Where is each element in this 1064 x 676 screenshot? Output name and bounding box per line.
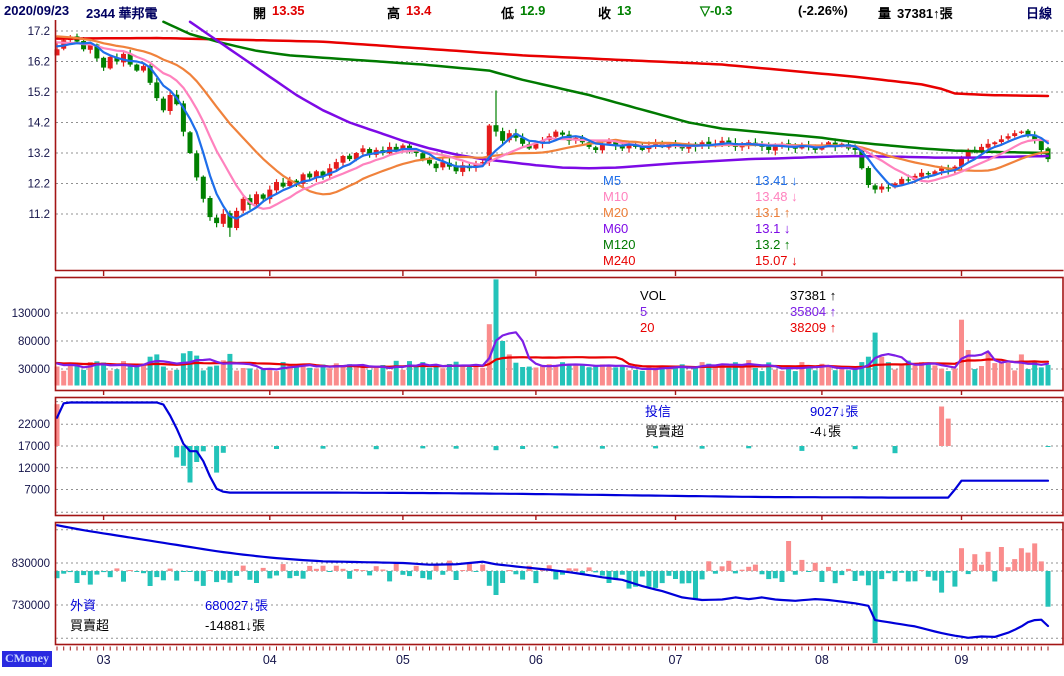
ma240-value: 15.07 ↓ xyxy=(755,253,798,268)
ma-legend-row: M60 13.1 ↓ xyxy=(603,221,790,236)
date-label: 2020/09/23 xyxy=(4,3,70,18)
trust-holdings-value: 9027↓張 xyxy=(810,404,859,419)
open-label: 開 xyxy=(253,6,267,21)
svg-text:05: 05 xyxy=(396,653,410,667)
trust-netbuy-label: 買賣超 xyxy=(645,424,685,439)
svg-text:12.2: 12.2 xyxy=(28,179,50,191)
vol-legend-row: 20 38209 ↑ xyxy=(640,320,836,335)
svg-text:17000: 17000 xyxy=(18,441,50,453)
ma60-label: M60 xyxy=(603,221,629,236)
close-label: 收 xyxy=(598,6,612,21)
foreign-panel: 830000 730000 xyxy=(12,521,1064,646)
svg-text:15.2: 15.2 xyxy=(28,87,50,99)
foreign-name: 外資 xyxy=(70,598,97,613)
vol-ma5-label: 5 xyxy=(640,304,648,319)
svg-text:30000: 30000 xyxy=(18,364,50,376)
svg-text:16.2: 16.2 xyxy=(28,57,50,69)
svg-text:7000: 7000 xyxy=(24,485,50,497)
ma10-label: M10 xyxy=(603,189,629,204)
foreign-netbuy-value: -14881↓張 xyxy=(205,618,265,633)
ma5-value: 13.41 ↓ xyxy=(755,173,798,188)
vol-ma20-label: 20 xyxy=(640,320,655,335)
volume-value: 37381↑張 xyxy=(897,6,953,21)
date-axis: 03 04 05 06 07 08 09 xyxy=(56,646,1049,667)
svg-text:80000: 80000 xyxy=(18,336,50,348)
trust-netbuy-value: -4↓張 xyxy=(810,424,842,439)
foreign-legend-row: 買賣超 -14881↓張 xyxy=(70,618,265,633)
trust-panel: 22000 17000 12000 7000 xyxy=(18,396,1064,520)
ma20-label: M20 xyxy=(603,205,629,220)
svg-text:730000: 730000 xyxy=(12,600,50,612)
high-value: 13.4 xyxy=(406,3,432,18)
foreign-holdings-value: 680027↓張 xyxy=(205,598,268,613)
stock-name: 2344 華邦電 xyxy=(86,6,158,21)
svg-text:04: 04 xyxy=(263,653,277,667)
price-panel: 17.2 16.2 15.2 14.2 13.2 12.2 11.2 xyxy=(28,20,1064,276)
svg-text:12000: 12000 xyxy=(18,463,50,475)
svg-text:130000: 130000 xyxy=(12,308,50,320)
ma240-label: M240 xyxy=(603,253,636,268)
period-selector[interactable]: 日線 xyxy=(1026,6,1053,21)
ma-legend-row: M5 13.41 ↓ xyxy=(603,173,798,188)
vol-legend-row: VOL 37381 ↑ xyxy=(640,288,836,303)
vol-value: 37381 ↑ xyxy=(790,288,837,303)
volume-label: 量 xyxy=(878,6,892,21)
ma-legend-row: M120 13.2 ↑ xyxy=(603,237,790,252)
trust-legend-row: 投信 9027↓張 xyxy=(645,404,858,419)
cmoney-logo[interactable]: CMoney xyxy=(2,651,52,667)
change-pct: (-2.26%) xyxy=(798,3,848,18)
svg-text:08: 08 xyxy=(815,653,829,667)
vol-ma20-value: 38209 ↑ xyxy=(790,320,837,335)
close-value: 13 xyxy=(617,3,632,18)
svg-text:17.2: 17.2 xyxy=(28,26,50,38)
ma-legend-row: M240 15.07 ↓ xyxy=(603,253,798,268)
svg-text:13.2: 13.2 xyxy=(28,148,50,160)
svg-text:22000: 22000 xyxy=(18,419,50,431)
svg-text:03: 03 xyxy=(97,653,111,667)
svg-text:06: 06 xyxy=(529,653,543,667)
foreign-legend-row: 外資 680027↓張 xyxy=(70,598,268,613)
ma60-value: 13.1 ↓ xyxy=(755,221,791,236)
low-value: 12.9 xyxy=(520,3,546,18)
volume-panel: 130000 80000 30000 xyxy=(12,276,1064,395)
vol-ma5-value: 35804 ↑ xyxy=(790,304,837,319)
svg-text:11.2: 11.2 xyxy=(28,209,50,221)
ma5-label: M5 xyxy=(603,173,622,188)
ma-legend-row: M10 13.48 ↓ xyxy=(603,189,798,204)
foreign-netbuy-label: 買賣超 xyxy=(70,618,110,633)
low-label: 低 xyxy=(501,6,515,21)
vol-legend-row: 5 35804 ↑ xyxy=(640,304,836,319)
trust-legend-row: 買賣超 -4↓張 xyxy=(645,424,841,439)
ma120-label: M120 xyxy=(603,237,636,252)
ma20-value: 13.1 ↑ xyxy=(755,205,791,220)
ma120-value: 13.2 ↑ xyxy=(755,237,791,252)
svg-text:09: 09 xyxy=(955,653,969,667)
open-value: 13.35 xyxy=(272,3,305,18)
change-value: ▽-0.3 xyxy=(700,3,733,18)
trust-name: 投信 xyxy=(645,404,672,419)
svg-text:14.2: 14.2 xyxy=(28,118,50,130)
vol-label: VOL xyxy=(640,288,667,303)
svg-text:07: 07 xyxy=(669,653,683,667)
ma10-value: 13.48 ↓ xyxy=(755,189,798,204)
ma-legend-row: M20 13.1 ↑ xyxy=(603,205,790,220)
high-label: 高 xyxy=(387,6,401,21)
svg-text:830000: 830000 xyxy=(12,558,50,570)
